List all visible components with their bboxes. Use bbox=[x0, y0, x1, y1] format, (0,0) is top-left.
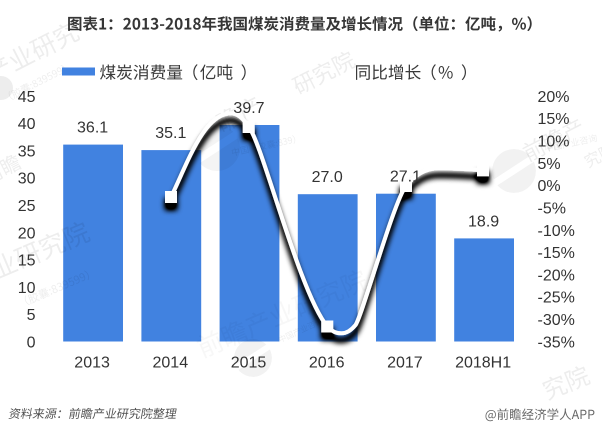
svg-text:-15%: -15% bbox=[538, 245, 575, 262]
svg-text:40: 40 bbox=[18, 116, 36, 133]
svg-text:20: 20 bbox=[18, 225, 36, 242]
svg-text:27.1: 27.1 bbox=[390, 169, 421, 186]
svg-text:2015: 2015 bbox=[231, 355, 267, 372]
svg-text:0: 0 bbox=[27, 334, 36, 351]
svg-text:2016: 2016 bbox=[309, 355, 345, 372]
svg-text:15%: 15% bbox=[538, 111, 570, 128]
svg-text:-5%: -5% bbox=[538, 201, 566, 218]
svg-text:10%: 10% bbox=[538, 134, 570, 151]
svg-text:10: 10 bbox=[18, 280, 36, 297]
svg-text:18.9: 18.9 bbox=[468, 213, 499, 230]
svg-text:2013: 2013 bbox=[74, 355, 110, 372]
svg-text:-20%: -20% bbox=[538, 267, 575, 284]
svg-text:5: 5 bbox=[27, 307, 36, 324]
svg-text:2017: 2017 bbox=[387, 355, 423, 372]
svg-text:39.7: 39.7 bbox=[233, 100, 264, 117]
svg-text:15: 15 bbox=[18, 253, 36, 270]
svg-text:30: 30 bbox=[18, 171, 36, 188]
svg-text:27.0: 27.0 bbox=[312, 169, 343, 186]
svg-text:-25%: -25% bbox=[538, 290, 575, 307]
svg-text:20%: 20% bbox=[538, 89, 570, 106]
svg-text:45: 45 bbox=[18, 89, 36, 106]
svg-text:35: 35 bbox=[18, 144, 36, 161]
svg-text:-35%: -35% bbox=[538, 334, 575, 351]
svg-text:2014: 2014 bbox=[153, 355, 189, 372]
svg-text:-30%: -30% bbox=[538, 312, 575, 329]
svg-text:25: 25 bbox=[18, 198, 36, 215]
svg-text:2018H1: 2018H1 bbox=[455, 355, 511, 372]
svg-text:35.1: 35.1 bbox=[155, 125, 186, 142]
svg-text:0%: 0% bbox=[538, 178, 561, 195]
svg-text:5%: 5% bbox=[538, 156, 561, 173]
svg-text:36.1: 36.1 bbox=[77, 120, 108, 137]
svg-text:-10%: -10% bbox=[538, 223, 575, 240]
